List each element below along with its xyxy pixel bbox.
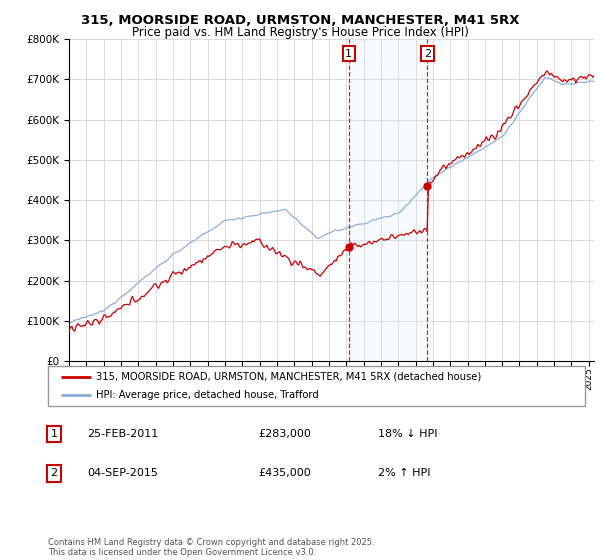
Bar [349,39,427,361]
Text: £283,000: £283,000 [258,429,311,439]
Text: 2: 2 [424,49,431,59]
Text: 2: 2 [50,468,58,478]
FancyBboxPatch shape [48,366,585,406]
Text: 1: 1 [346,49,352,59]
Text: 315, MOORSIDE ROAD, URMSTON, MANCHESTER, M41 5RX (detached house): 315, MOORSIDE ROAD, URMSTON, MANCHESTER,… [97,372,482,382]
Text: 315, MOORSIDE ROAD, URMSTON, MANCHESTER, M41 5RX: 315, MOORSIDE ROAD, URMSTON, MANCHESTER,… [81,14,519,27]
Text: 18% ↓ HPI: 18% ↓ HPI [378,429,437,439]
Text: Contains HM Land Registry data © Crown copyright and database right 2025.
This d: Contains HM Land Registry data © Crown c… [48,538,374,557]
Text: HPI: Average price, detached house, Trafford: HPI: Average price, detached house, Traf… [97,390,319,400]
Text: 04-SEP-2015: 04-SEP-2015 [87,468,158,478]
Text: £435,000: £435,000 [258,468,311,478]
Text: 1: 1 [50,429,58,439]
Text: 25-FEB-2011: 25-FEB-2011 [87,429,158,439]
Text: 2% ↑ HPI: 2% ↑ HPI [378,468,431,478]
Text: Price paid vs. HM Land Registry's House Price Index (HPI): Price paid vs. HM Land Registry's House … [131,26,469,39]
